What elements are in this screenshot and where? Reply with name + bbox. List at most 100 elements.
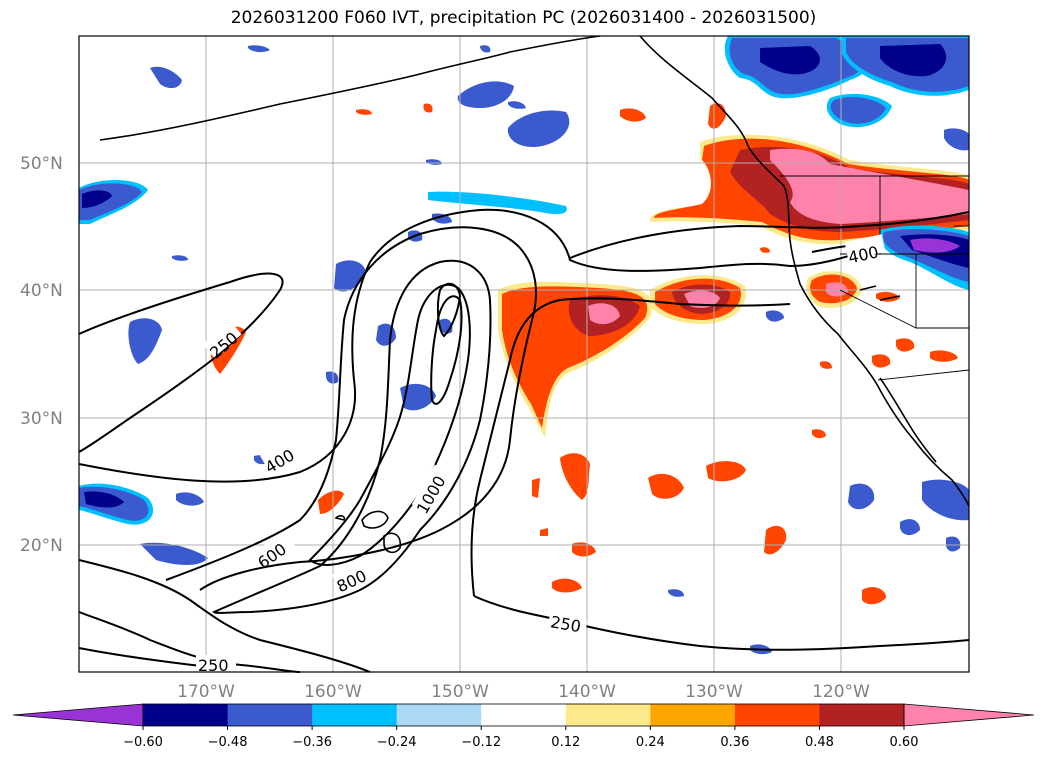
ivt-contour-600: [165, 226, 537, 591]
contour-label-bg: [844, 234, 886, 260]
ivt-contours: [78, 208, 970, 673]
colorbar-tick-label: 0.12: [551, 735, 580, 750]
lon-label-160w: 160°W: [304, 682, 362, 702]
ivt-contour-250-west: [78, 272, 284, 453]
precip-negative-patch: [508, 101, 526, 109]
lat-label-20: 20°N: [20, 536, 63, 556]
precip-positive-patch: [872, 354, 891, 368]
map-panel: 250 400 600 800 1000 250 400 250: [78, 35, 970, 675]
precip-negative-patch: [507, 110, 570, 148]
precip-negative-patch: [946, 536, 961, 552]
colorbar-border: [142, 703, 905, 727]
precip-negative-patch: [84, 491, 124, 508]
precip-positive-patch: [862, 587, 886, 605]
precip-negative-patch: [248, 45, 270, 53]
precip-negative-patch: [82, 190, 112, 208]
contour-label-bg: [196, 655, 236, 672]
precip-negative-patch: [900, 519, 920, 536]
precip-negative-patch: [760, 46, 820, 75]
coastline-island-chain: [859, 285, 901, 301]
colorbar-tick-label: 0.36: [720, 735, 749, 750]
precip-positive-patch: [423, 103, 433, 113]
coastline-north-america: [639, 35, 970, 507]
precip-negative-patch: [428, 191, 567, 214]
precip-positive-patch: [826, 282, 848, 297]
coastline-baja: [879, 377, 937, 463]
colorbar: −0.60 −0.48 −0.36 −0.24 −0.12 0.12 0.24 0.36 0.4…: [12, 703, 1035, 750]
precip-positive-patch: [572, 542, 596, 557]
map-frame: [78, 35, 970, 673]
precip-positive-patch: [620, 108, 646, 122]
precip-negative-patches: [79, 36, 969, 655]
precip-negative-patch: [457, 81, 514, 108]
colorbar-ticks: −0.60 −0.48 −0.36 −0.24 −0.12 0.12 0.24 0.36 0.4…: [123, 726, 918, 750]
lon-label-120w: 120°W: [812, 682, 870, 702]
graticule: [79, 36, 969, 672]
ivt-contour-250-main: [78, 297, 970, 673]
colorbar-segment: [143, 704, 229, 726]
colorbar-tick-label: 0.24: [636, 735, 665, 750]
colorbar-tick-label: −0.36: [292, 735, 332, 750]
precip-negative-patch: [176, 492, 204, 506]
contour-label-bg: [411, 464, 451, 514]
colorbar-tick-label: −0.60: [123, 735, 163, 750]
colorbar-segment: [227, 704, 313, 726]
lat-label-40: 40°N: [20, 281, 63, 301]
colorbar-segments: [12, 703, 1035, 727]
precip-negative-patch: [910, 238, 960, 253]
precip-negative-patch: [668, 589, 684, 597]
precip-negative-patch: [172, 255, 188, 261]
precip-negative-patch: [326, 371, 339, 384]
colorbar-segment: [481, 704, 567, 726]
precip-positive-patch: [532, 478, 540, 498]
colorbar-segment: [565, 704, 651, 726]
precip-positive-patch: [318, 490, 344, 514]
precip-positive-patch: [684, 290, 720, 308]
lat-label-50: 50°N: [20, 154, 63, 174]
precip-positive-patch: [560, 453, 590, 500]
longitude-labels: 170°W 160°W 150°W 140°W 130°W 120°W: [177, 682, 870, 702]
contour-label: 250: [198, 656, 229, 675]
coastline-hawaii-1: [361, 510, 389, 529]
colorbar-tick-label: −0.12: [461, 735, 501, 750]
coastline-alaska-peninsula: [99, 35, 601, 141]
precip-negative-patch: [480, 45, 491, 53]
precip-negative-patch: [922, 479, 969, 521]
colorbar-extend-min: [12, 703, 144, 727]
precip-positive-patch: [356, 109, 372, 115]
ivt-contour-1000-inner: [430, 295, 463, 405]
precip-positive-patch: [812, 429, 826, 439]
coastlines: [99, 35, 970, 554]
lon-label-130w: 130°W: [685, 682, 743, 702]
ivt-contour-800-core: [436, 282, 462, 338]
precip-positive-patch: [648, 473, 684, 499]
colorbar-segment: [734, 704, 820, 726]
precip-positive-patch: [764, 525, 787, 555]
coastline-hawaii-2: [334, 515, 346, 521]
colorbar-tick-label: 0.48: [805, 735, 834, 750]
precip-negative-patch: [400, 383, 436, 411]
colorbar-extend-max: [903, 703, 1035, 727]
contour-label-bg: [260, 436, 302, 472]
precip-positive-patch: [540, 528, 548, 536]
lon-label-170w: 170°W: [177, 682, 235, 702]
precip-positive-patch: [896, 338, 915, 352]
contour-label-bg: [331, 558, 375, 592]
precip-negative-patch: [128, 318, 162, 364]
ivt-contour-250-north: [569, 211, 970, 259]
ivt-contour-800: [212, 259, 492, 614]
lat-label-30: 30°N: [20, 409, 63, 429]
contour-label-bg: [202, 320, 242, 358]
colorbar-tick-label: −0.48: [208, 735, 248, 750]
border-state: [839, 289, 917, 329]
precip-negative-patch: [880, 44, 947, 77]
contour-label-bg: [253, 530, 295, 568]
colorbar-tick-label: −0.24: [377, 735, 417, 750]
ivt-contour-250-south: [78, 611, 301, 673]
lon-label-140w: 140°W: [558, 682, 616, 702]
precip-negative-patch: [432, 213, 452, 224]
map-title: 2026031200 F060 IVT, precipitation PC (2…: [230, 8, 817, 28]
precip-positive-patch: [552, 578, 582, 593]
precip-positive-patch: [588, 303, 620, 325]
precip-negative-patch: [766, 310, 784, 322]
